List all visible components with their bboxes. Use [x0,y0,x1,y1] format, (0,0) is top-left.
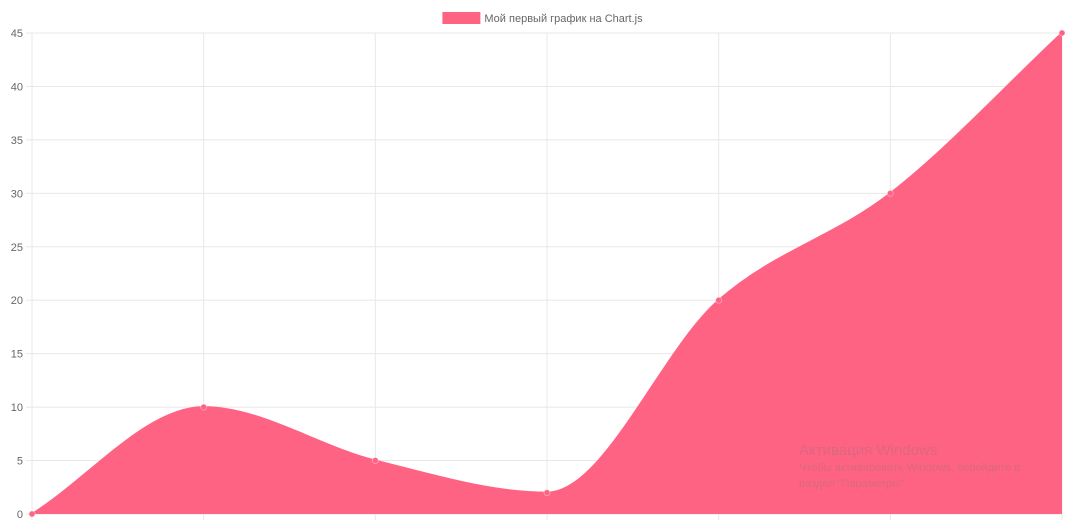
data-point[interactable] [886,189,894,197]
legend-swatch[interactable] [442,12,481,24]
y-tick-label: 20 [11,295,23,307]
data-point[interactable] [543,489,551,497]
legend[interactable]: Мой первый график на Chart.js [442,12,643,25]
series-area [32,33,1062,514]
point-layer [28,29,1066,518]
legend-label: Мой первый график на Chart.js [484,13,643,25]
y-tick-label: 25 [11,242,23,254]
data-point[interactable] [715,296,723,304]
data-point[interactable] [28,510,36,518]
data-point[interactable] [1058,29,1066,37]
y-tick-label: 0 [17,509,23,520]
y-tick-label: 45 [11,28,23,40]
data-point[interactable] [371,457,379,465]
y-tick-label: 5 [17,456,23,468]
y-axis-ticks: 0 5 10 15 20 25 30 35 40 45 [11,28,23,521]
y-tick-label: 15 [11,349,23,361]
data-point[interactable] [200,403,208,411]
y-tick-label: 10 [11,402,23,414]
y-tick-label: 40 [11,81,23,93]
y-tick-label: 35 [11,135,23,147]
y-tick-label: 30 [11,188,23,200]
